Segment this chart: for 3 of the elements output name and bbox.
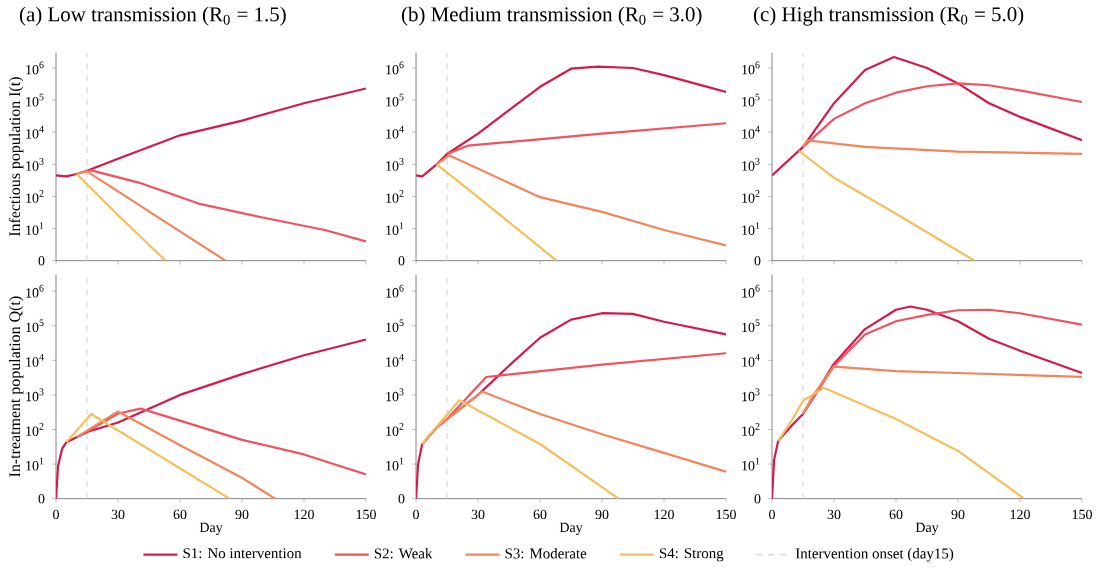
chart-title: (b) Medium transmission (R$_{0}$ = 3.0) [401,6,702,26]
chart-title: (a) Low transmission (R$_{0}$ = 1.5) [19,6,286,26]
chart-title: (c) High transmission (R$_{0}$ = 5.0) [753,6,1024,26]
